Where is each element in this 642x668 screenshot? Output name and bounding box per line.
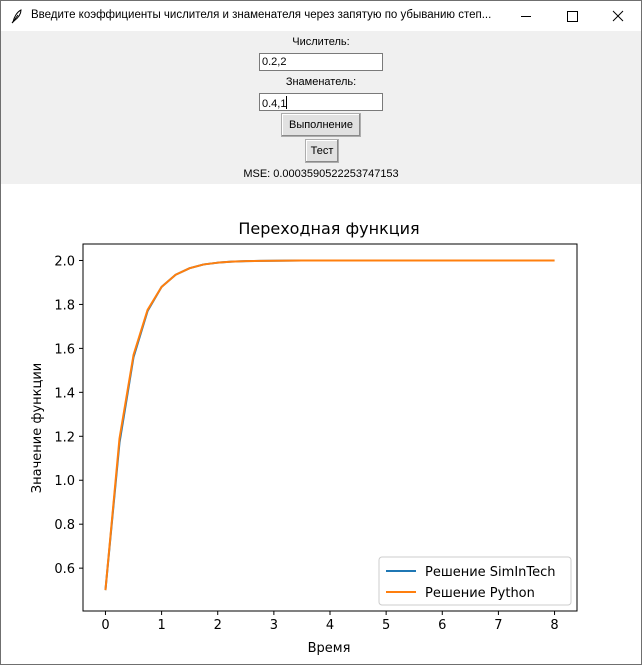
mse-result: MSE: 0.0003590522253747153 bbox=[243, 168, 399, 180]
legend-box bbox=[378, 556, 572, 606]
x-tick-label: 0 bbox=[101, 618, 109, 633]
y-axis-label: Значение функции bbox=[30, 363, 45, 493]
series-line-0 bbox=[104, 259, 555, 591]
plot-frame bbox=[82, 243, 578, 612]
x-axis-label: Время bbox=[308, 641, 351, 656]
series-line-1 bbox=[104, 259, 555, 591]
title-bar[interactable]: Введите коэффициенты числителя и знамена… bbox=[1, 1, 641, 31]
x-tick-label: 2 bbox=[214, 618, 222, 633]
maximize-icon[interactable] bbox=[549, 1, 595, 31]
y-tick-label: 1.6 bbox=[54, 342, 75, 357]
transient-chart: Переходная функция 0 1 2 3 4 5 6 7 8 0.6 0.8 1.0 1.2… bbox=[30, 219, 578, 656]
legend: Решение SimInTech Решение Python bbox=[378, 556, 572, 606]
run-button[interactable]: Выполнение bbox=[281, 113, 361, 137]
x-tick-label: 8 bbox=[550, 618, 558, 633]
feather-icon bbox=[11, 9, 22, 24]
x-tick-label: 6 bbox=[438, 618, 446, 633]
y-tick-label: 1.2 bbox=[54, 430, 75, 445]
x-tick-label: 4 bbox=[326, 618, 334, 633]
close-icon[interactable] bbox=[595, 1, 641, 31]
text-cursor bbox=[286, 96, 288, 109]
denominator-label: Знаменатель: bbox=[285, 76, 357, 88]
chart-title: Переходная функция bbox=[238, 219, 419, 238]
y-tick-label: 0.8 bbox=[54, 518, 75, 533]
y-tick-label: 2.0 bbox=[54, 254, 75, 269]
y-tick-label: 1.0 bbox=[54, 474, 75, 489]
numerator-input[interactable]: 0.2,2 bbox=[259, 53, 383, 71]
minimize-icon[interactable] bbox=[503, 1, 549, 31]
denominator-input[interactable]: 0.4,1 bbox=[259, 93, 383, 111]
x-tick-label: 7 bbox=[494, 618, 502, 633]
plot-canvas: Переходная функция 0 1 2 3 4 5 6 7 8 0.6 0.8 1.0 1.2… bbox=[1, 184, 641, 664]
test-button[interactable]: Тест bbox=[305, 139, 339, 163]
window-title: Введите коэффициенты числителя и знамена… bbox=[31, 9, 492, 21]
y-tick-label: 0.6 bbox=[54, 562, 75, 577]
x-tick-label: 5 bbox=[382, 618, 390, 633]
x-tick-label: 1 bbox=[157, 618, 165, 633]
y-tick-label: 1.4 bbox=[54, 386, 75, 401]
legend-label-siminTech: Решение SimInTech bbox=[425, 565, 556, 580]
y-tick-label: 1.8 bbox=[54, 298, 75, 313]
numerator-label: Числитель: bbox=[292, 36, 350, 48]
legend-label-python: Решение Python bbox=[425, 586, 535, 601]
input-form: Числитель: 0.2,2 Знаменатель: 0.4,1 Выпо… bbox=[1, 31, 641, 184]
x-tick-label: 3 bbox=[270, 618, 278, 633]
